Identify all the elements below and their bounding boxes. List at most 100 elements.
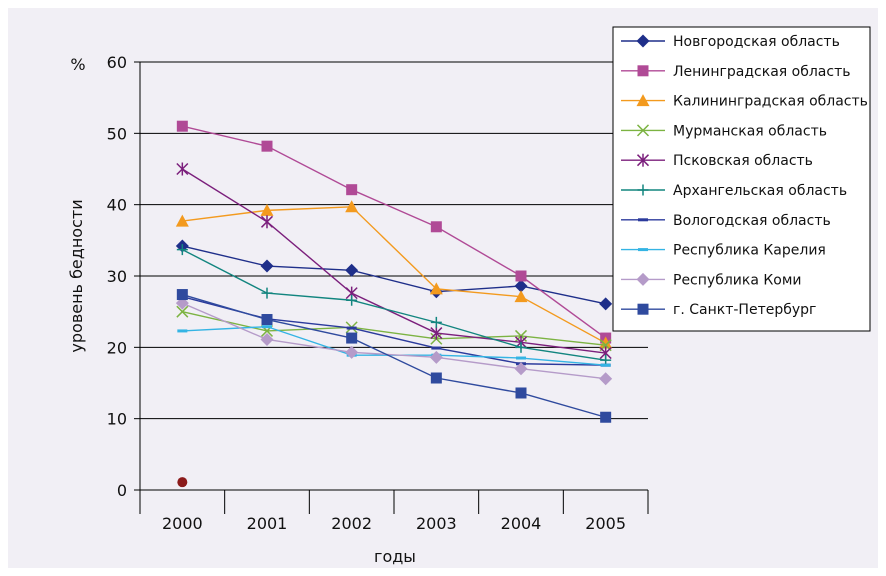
series-2 [175,200,613,349]
data-point [176,120,188,132]
data-point [346,294,358,306]
legend-item: Калининградская область [621,94,868,110]
legend-box [612,26,871,332]
legend-marker [636,34,650,48]
data-point [600,411,612,423]
legend-marker [638,248,648,252]
y-tick-label: 60 [107,53,127,72]
data-point [177,329,188,333]
data-point [431,346,442,350]
legend-item: г. Санкт-Петербург [621,302,816,318]
legend-label: Вологодская область [673,213,831,229]
series-line [181,168,606,354]
data-point [176,289,188,301]
y-tick-label: 0 [117,481,127,500]
legend-marker [636,272,650,286]
x-tick-label: 2003 [416,514,457,533]
series-line [182,245,606,305]
series-line [182,125,607,339]
legend-marker [637,184,649,196]
annotation-point [177,477,188,488]
legend-label: Новгородская область [673,34,840,50]
y-axis-title: уровень бедности [67,199,86,352]
data-point [261,140,273,152]
data-point [430,372,442,384]
y-tick-labels: 0 10 20 30 40 50 60 [107,53,127,500]
y-tick-label: 40 [107,196,127,215]
data-point [515,387,527,399]
data-point [515,270,527,282]
data-point [260,215,274,229]
data-point [599,336,613,349]
data-point [345,200,359,213]
y-tick-label: 50 [107,124,127,143]
data-point [430,316,442,328]
data-point [260,203,274,216]
legend-item: Мурманская область [621,123,827,139]
legend-label: Республика Коми [673,272,802,288]
data-point [346,184,358,196]
data-point [176,244,188,256]
legend-label: Республика Карелия [673,243,826,259]
data-point [176,162,189,176]
series-5 [176,244,612,366]
data-point [600,363,611,367]
legend-label: Мурманская область [673,123,827,139]
x-tick-label: 2001 [247,514,288,533]
legend-label: г. Санкт-Петербург [673,302,816,318]
series-line [182,302,606,380]
legend-marker [637,303,649,315]
legend-marker [638,218,648,222]
legend-item: Архангельская область [621,183,847,199]
data-point [430,326,443,340]
series-line [182,293,606,418]
series-line [182,206,607,344]
legend-item: Ленинградская область [621,64,850,80]
data-point [429,282,443,295]
data-point [516,356,526,360]
legend-item: Вологодская область [621,213,831,229]
legend-item: Новгородская область [621,34,840,50]
series-9 [176,289,612,423]
data-point [345,263,359,277]
x-tick-label: 2005 [585,514,626,533]
legend-item: Республика Коми [621,272,802,288]
x-tick-labels: 2000 2001 2002 2003 2004 2005 [139,490,649,533]
legend-marker [636,124,650,137]
data-point [260,332,274,346]
x-axis-title: годы [374,547,416,566]
data-point [515,341,527,353]
legend-label: Калининградская область [673,94,868,110]
data-point [346,332,358,344]
legend-marker [637,65,649,77]
data-point [261,287,273,299]
data-point [514,279,528,293]
x-tick-label: 2002 [331,514,372,533]
data-point [260,259,274,273]
legend: Новгородская область Ленинградская област… [612,26,871,332]
data-point [345,345,359,359]
data-point [599,372,613,386]
y-tick-label: 20 [107,338,127,357]
legend-marker [636,94,650,107]
annotation-layer [177,477,188,488]
series-layer [175,120,613,423]
y-tick-label: 30 [107,267,127,286]
data-point [514,290,528,303]
data-point [514,362,528,376]
legend-label: Архангельская область [673,183,847,199]
x-tick-label: 2000 [162,514,203,533]
series-line [182,248,606,361]
x-tick-label: 2004 [501,514,542,533]
legend-label: Псковская область [673,153,813,169]
data-point [262,325,272,329]
legend-item: Псковская область [621,153,813,169]
y-tick-label: 10 [107,410,127,429]
data-point [430,221,442,233]
data-point [599,297,613,311]
y-unit-label: % [70,55,85,74]
legend-marker [636,153,650,167]
legend-item: Республика Карелия [621,243,826,259]
grid-lines [134,61,648,491]
